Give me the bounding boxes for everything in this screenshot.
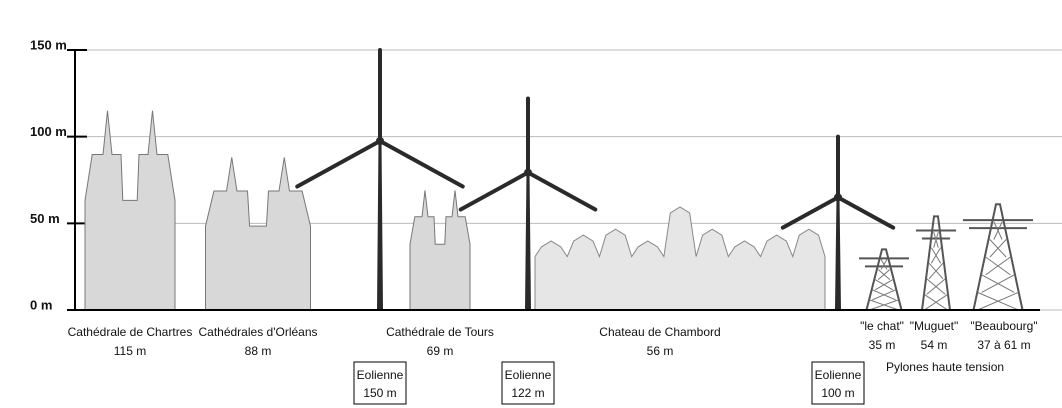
tower bbox=[835, 197, 841, 310]
y-tick-label: 50 m bbox=[30, 211, 60, 226]
chart: 0 m 50 m 100 m 150 m Cathédrale de Chartres 1… bbox=[0, 0, 1062, 408]
hub bbox=[834, 193, 842, 201]
category-label: "le chat" bbox=[860, 319, 904, 333]
pylon-frame bbox=[963, 204, 1033, 310]
pylon-frame bbox=[859, 249, 909, 310]
y-tick-label: 150 m bbox=[30, 37, 67, 52]
blade bbox=[380, 141, 463, 187]
category-label: Cathédrale de Chartres bbox=[68, 325, 193, 339]
value-label: 150 m bbox=[363, 386, 396, 400]
value-label: 88 m bbox=[245, 344, 272, 358]
category-label: Cathédrales d'Orléans bbox=[198, 325, 317, 339]
blade bbox=[297, 141, 380, 187]
building bbox=[85, 111, 175, 310]
category-label: "Beaubourg" bbox=[970, 319, 1037, 333]
castle bbox=[535, 207, 825, 310]
group-label: Pylones haute tension bbox=[886, 360, 1004, 374]
hub bbox=[524, 169, 532, 177]
hub bbox=[376, 137, 384, 145]
category-label: Cathédrale de Tours bbox=[386, 325, 494, 339]
value-label: 54 m bbox=[921, 338, 948, 352]
pylon-frame bbox=[916, 216, 956, 310]
blade bbox=[528, 173, 595, 210]
value-label: 69 m bbox=[427, 344, 454, 358]
value-label: 37 à 61 m bbox=[977, 338, 1030, 352]
pylon bbox=[916, 216, 956, 310]
value-label: 100 m bbox=[821, 386, 854, 400]
category-label: Chateau de Chambord bbox=[599, 325, 720, 339]
y-tick-label: 0 m bbox=[30, 297, 52, 312]
page: 0 m 50 m 100 m 150 m Cathédrale de Chartres 1… bbox=[0, 0, 1062, 408]
building bbox=[206, 157, 311, 310]
category-label: "Muguet" bbox=[910, 319, 959, 333]
tower bbox=[377, 141, 383, 310]
value-label: 35 m bbox=[869, 338, 896, 352]
category-label: Eolienne bbox=[815, 368, 862, 382]
category-label: Eolienne bbox=[505, 368, 552, 382]
value-label: 115 m bbox=[114, 344, 146, 358]
pylon bbox=[859, 249, 909, 310]
value-label: 122 m bbox=[511, 386, 544, 400]
tower bbox=[525, 173, 531, 310]
y-tick-label: 100 m bbox=[30, 124, 67, 139]
value-label: 56 m bbox=[647, 344, 674, 358]
pylon bbox=[963, 204, 1033, 310]
category-label: Eolienne bbox=[357, 368, 404, 382]
blade bbox=[461, 173, 528, 210]
